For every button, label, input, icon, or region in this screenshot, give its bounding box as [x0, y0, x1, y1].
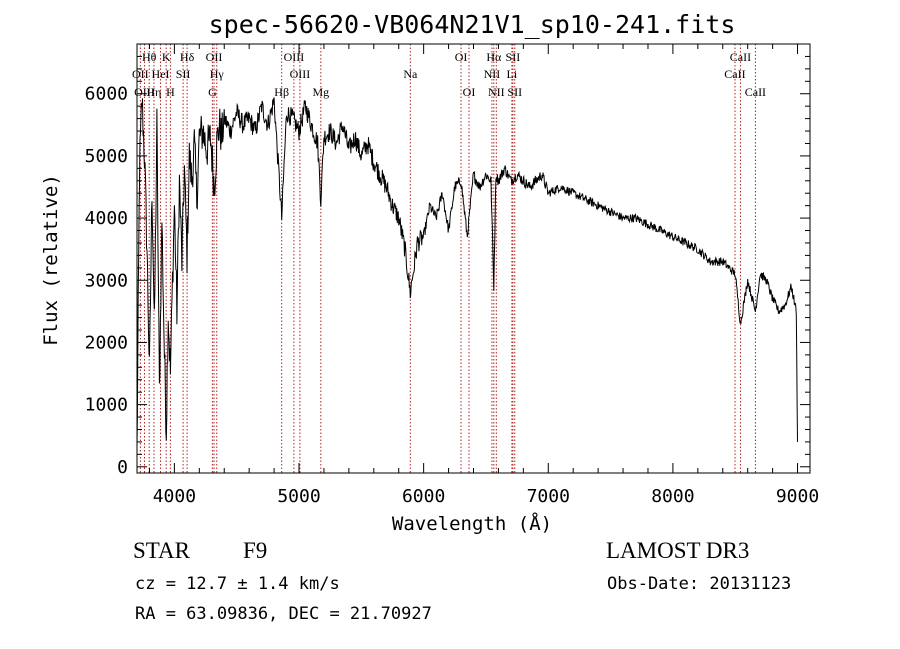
- y-tick-label: 1000: [85, 395, 128, 416]
- line-label-4: HeI: [152, 67, 170, 81]
- object-type: STAR: [133, 538, 190, 563]
- x-axis-ticks: 4000 5000 6000 7000 8000 9000: [148, 44, 819, 507]
- line-label-17: OI: [455, 50, 468, 64]
- y-axis-ticks: 0 1000 2000 3000 4000 5000 6000: [85, 55, 810, 478]
- observation-date: Obs-Date: 20131123: [607, 574, 792, 594]
- line-label-1: OII: [132, 67, 149, 81]
- line-label-14: OIII: [290, 67, 311, 81]
- line-label-20: NII: [484, 67, 501, 81]
- x-tick-label: 9000: [776, 486, 819, 507]
- line-label-6: SII: [176, 67, 191, 81]
- line-label-23: Li: [507, 67, 518, 81]
- y-axis-label: Flux (relative): [40, 174, 62, 346]
- line-label-22: SII: [506, 50, 521, 64]
- line-label-21: NII: [488, 85, 505, 99]
- line-label-25: CaII: [730, 50, 751, 64]
- line-label-0: Hθ: [142, 50, 157, 64]
- spectrum-line: [136, 97, 798, 448]
- line-label-26: CaII: [724, 67, 745, 81]
- line-label-8: Hδ: [180, 50, 195, 64]
- emission-line-markers: [139, 44, 756, 473]
- line-label-2: OIII: [134, 85, 155, 99]
- redshift-velocity: cz = 12.7 ± 1.4 km/s: [135, 574, 340, 594]
- line-label-9: OII: [206, 50, 223, 64]
- line-label-18: OI: [463, 85, 476, 99]
- line-label-24: SII: [507, 85, 522, 99]
- y-tick-label: 6000: [85, 84, 128, 105]
- y-tick-label: 4000: [85, 208, 128, 229]
- line-label-3: Hη: [146, 85, 161, 99]
- x-tick-label: 4000: [153, 486, 196, 507]
- line-label-10: Hγ: [210, 67, 225, 81]
- line-label-5: K: [162, 50, 171, 64]
- x-axis-label: Wavelength (Å): [392, 512, 552, 535]
- line-label-7: H: [166, 85, 175, 99]
- spectral-subclass: F9: [243, 538, 268, 563]
- chart-title: spec-56620-VB064N21V1_sp10-241.fits: [209, 10, 736, 39]
- line-label-11: G: [208, 85, 217, 99]
- line-label-19: Hα: [486, 50, 502, 64]
- line-label-13: OIII: [284, 50, 305, 64]
- line-label-27: CaII: [745, 85, 766, 99]
- x-tick-label: 5000: [277, 486, 320, 507]
- x-tick-label: 6000: [402, 486, 445, 507]
- x-tick-label: 7000: [527, 486, 570, 507]
- y-tick-label: 3000: [85, 270, 128, 291]
- line-label-16: Na: [403, 67, 418, 81]
- ra-dec-coordinates: RA = 63.09836, DEC = 21.70927: [135, 604, 432, 624]
- y-tick-label: 5000: [85, 146, 128, 167]
- x-tick-label: 8000: [651, 486, 694, 507]
- line-label-12: Hβ: [274, 85, 289, 99]
- line-label-15: Mg: [312, 85, 329, 99]
- survey-name: LAMOST DR3: [606, 538, 750, 563]
- y-tick-label: 0: [117, 457, 128, 478]
- y-tick-label: 2000: [85, 332, 128, 353]
